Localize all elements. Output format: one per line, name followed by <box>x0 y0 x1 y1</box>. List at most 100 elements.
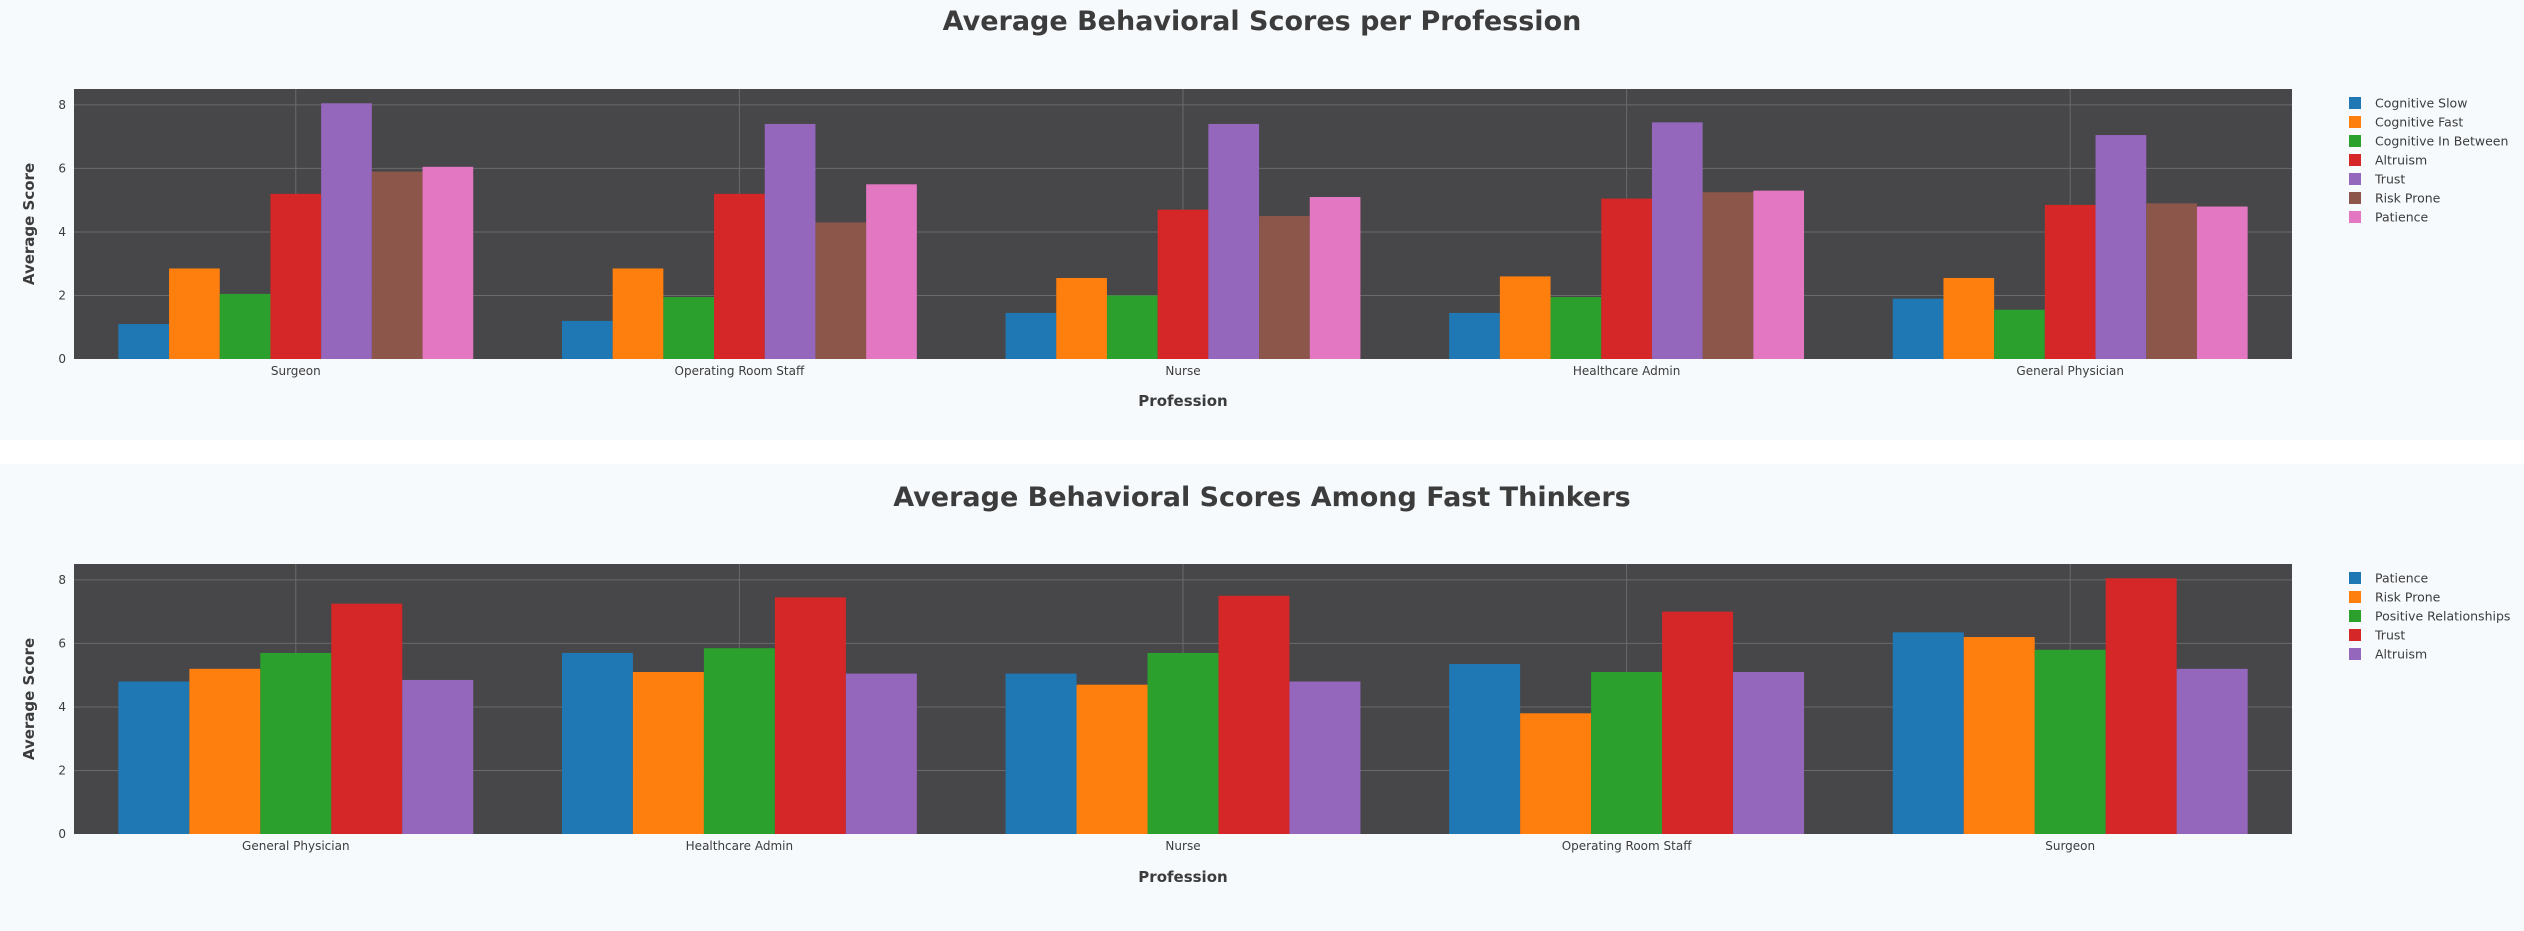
y-tick-label: 6 <box>58 161 66 175</box>
legend-label: Risk Prone <box>2375 191 2441 206</box>
bar-altruism-healthcare-admin[interactable] <box>845 673 917 834</box>
legend-item-risk-prone[interactable]: Risk Prone <box>2349 191 2441 206</box>
bar-cognitive-fast-operating-room-staff[interactable] <box>612 268 664 359</box>
legend-swatch <box>2349 591 2361 603</box>
x-tick-label: Healthcare Admin <box>1573 364 1680 378</box>
bar-cognitive-in-between-healthcare-admin[interactable] <box>1550 297 1602 359</box>
bar-patience-nurse[interactable] <box>1005 673 1077 834</box>
bar-altruism-general-physician[interactable] <box>402 679 474 834</box>
x-tick-label: General Physician <box>242 839 350 853</box>
bar-trust-healthcare-admin[interactable] <box>1651 122 1703 360</box>
bar-cognitive-in-between-nurse[interactable] <box>1106 295 1158 359</box>
bar-trust-general-physician[interactable] <box>331 603 403 834</box>
bar-altruism-nurse[interactable] <box>1157 209 1209 359</box>
legend-swatch <box>2349 116 2361 128</box>
y-tick-label: 8 <box>58 98 66 112</box>
legend-item-patience[interactable]: Patience <box>2349 571 2428 586</box>
bar-risk-prone-healthcare-admin[interactable] <box>1702 192 1754 359</box>
bar-risk-prone-surgeon[interactable] <box>371 171 423 359</box>
bar-risk-prone-general-physician[interactable] <box>189 668 261 834</box>
bar-risk-prone-general-physician[interactable] <box>2146 203 2197 359</box>
legend-item-cognitive-fast[interactable]: Cognitive Fast <box>2349 115 2463 130</box>
legend-item-patience[interactable]: Patience <box>2349 210 2428 225</box>
legend-item-risk-prone[interactable]: Risk Prone <box>2349 590 2441 605</box>
y-tick-label: 2 <box>58 288 66 302</box>
bar-trust-healthcare-admin[interactable] <box>774 597 846 834</box>
x-axis-title: Profession <box>1138 868 1227 886</box>
bar-patience-general-physician[interactable] <box>2196 206 2248 359</box>
bar-patience-healthcare-admin[interactable] <box>1753 190 1805 359</box>
bar-cognitive-slow-general-physician[interactable] <box>1892 298 1944 359</box>
bar-cognitive-slow-operating-room-staff[interactable] <box>561 320 613 359</box>
legend-swatch <box>2349 572 2361 584</box>
y-tick-label: 0 <box>58 827 66 841</box>
bar-risk-prone-healthcare-admin[interactable] <box>632 672 704 834</box>
bar-cognitive-fast-nurse[interactable] <box>1056 278 1107 359</box>
legend: Cognitive Slow Cognitive Fast Cognitive In… <box>2349 96 2508 225</box>
bar-altruism-operating-room-staff[interactable] <box>1733 672 1805 834</box>
bar-altruism-nurse[interactable] <box>1289 681 1361 834</box>
bar-altruism-surgeon[interactable] <box>2176 668 2248 834</box>
chart-title: Average Behavioral Scores Among Fast Thi… <box>893 482 1630 513</box>
x-tick-label: Surgeon <box>2045 839 2095 853</box>
bar-cognitive-in-between-operating-room-staff[interactable] <box>663 297 715 359</box>
bar-patience-general-physician[interactable] <box>118 681 190 834</box>
bar-risk-prone-operating-room-staff[interactable] <box>1520 713 1592 834</box>
legend-label: Risk Prone <box>2375 590 2441 605</box>
chart-professions: Average Behavioral Scores per Profession… <box>20 6 2508 410</box>
bar-risk-prone-operating-room-staff[interactable] <box>815 222 867 359</box>
bar-risk-prone-surgeon[interactable] <box>1963 637 2035 834</box>
legend-item-trust[interactable]: Trust <box>2349 172 2405 187</box>
bar-trust-nurse[interactable] <box>1208 123 1260 359</box>
x-tick-label: Nurse <box>1165 839 1200 853</box>
bar-cognitive-in-between-surgeon[interactable] <box>219 293 271 359</box>
legend-item-trust[interactable]: Trust <box>2349 628 2405 643</box>
bar-risk-prone-nurse[interactable] <box>1076 684 1148 834</box>
bar-trust-nurse[interactable] <box>1218 595 1290 834</box>
bar-risk-prone-nurse[interactable] <box>1259 216 1310 359</box>
bar-positive-relationships-healthcare-admin[interactable] <box>703 648 775 834</box>
bar-altruism-surgeon[interactable] <box>270 193 322 359</box>
chart-fast-thinkers: Average Behavioral Scores Among Fast Thi… <box>20 482 2510 886</box>
bar-patience-surgeon[interactable] <box>422 166 474 359</box>
legend-item-positive-relationships[interactable]: Positive Relationships <box>2349 609 2510 624</box>
legend-swatch <box>2349 135 2361 147</box>
bar-patience-surgeon[interactable] <box>1892 632 1964 834</box>
bar-patience-healthcare-admin[interactable] <box>561 652 633 834</box>
legend-item-cognitive-slow[interactable]: Cognitive Slow <box>2349 96 2467 111</box>
bar-trust-operating-room-staff[interactable] <box>1662 611 1734 834</box>
bar-patience-nurse[interactable] <box>1309 197 1361 359</box>
bar-patience-operating-room-staff[interactable] <box>866 184 917 359</box>
bar-trust-surgeon[interactable] <box>321 103 372 359</box>
legend-label: Altruism <box>2375 153 2427 168</box>
bar-positive-relationships-general-physician[interactable] <box>260 652 332 834</box>
bar-cognitive-slow-nurse[interactable] <box>1005 312 1057 359</box>
legend-label: Cognitive Slow <box>2375 96 2467 111</box>
bar-positive-relationships-operating-room-staff[interactable] <box>1591 672 1663 834</box>
bar-cognitive-slow-surgeon[interactable] <box>118 324 170 359</box>
bar-cognitive-fast-general-physician[interactable] <box>1943 278 1995 359</box>
bar-altruism-healthcare-admin[interactable] <box>1601 198 1652 359</box>
legend-label: Patience <box>2375 571 2428 586</box>
y-tick-label: 0 <box>58 352 66 366</box>
legend-label: Positive Relationships <box>2375 609 2510 624</box>
bar-positive-relationships-nurse[interactable] <box>1147 652 1219 834</box>
bar-cognitive-in-between-general-physician[interactable] <box>1994 309 2045 359</box>
legend-item-altruism[interactable]: Altruism <box>2349 153 2427 168</box>
bar-trust-surgeon[interactable] <box>2105 578 2177 834</box>
legend-label: Cognitive In Between <box>2375 134 2508 149</box>
bar-cognitive-slow-healthcare-admin[interactable] <box>1449 312 1500 359</box>
bar-trust-general-physician[interactable] <box>2095 135 2147 359</box>
bar-positive-relationships-surgeon[interactable] <box>2034 649 2106 834</box>
bar-altruism-general-physician[interactable] <box>2044 204 2096 359</box>
x-tick-label: Operating Room Staff <box>1562 839 1692 853</box>
legend-item-cognitive-in-between[interactable]: Cognitive In Between <box>2349 134 2508 149</box>
bar-altruism-operating-room-staff[interactable] <box>714 193 765 359</box>
bar-cognitive-fast-healthcare-admin[interactable] <box>1499 276 1551 359</box>
bar-patience-operating-room-staff[interactable] <box>1449 664 1521 834</box>
bar-trust-operating-room-staff[interactable] <box>764 123 816 359</box>
legend-item-altruism[interactable]: Altruism <box>2349 647 2427 662</box>
x-tick-label: Operating Room Staff <box>675 364 805 378</box>
legend-label: Altruism <box>2375 647 2427 662</box>
bar-cognitive-fast-surgeon[interactable] <box>169 268 220 359</box>
